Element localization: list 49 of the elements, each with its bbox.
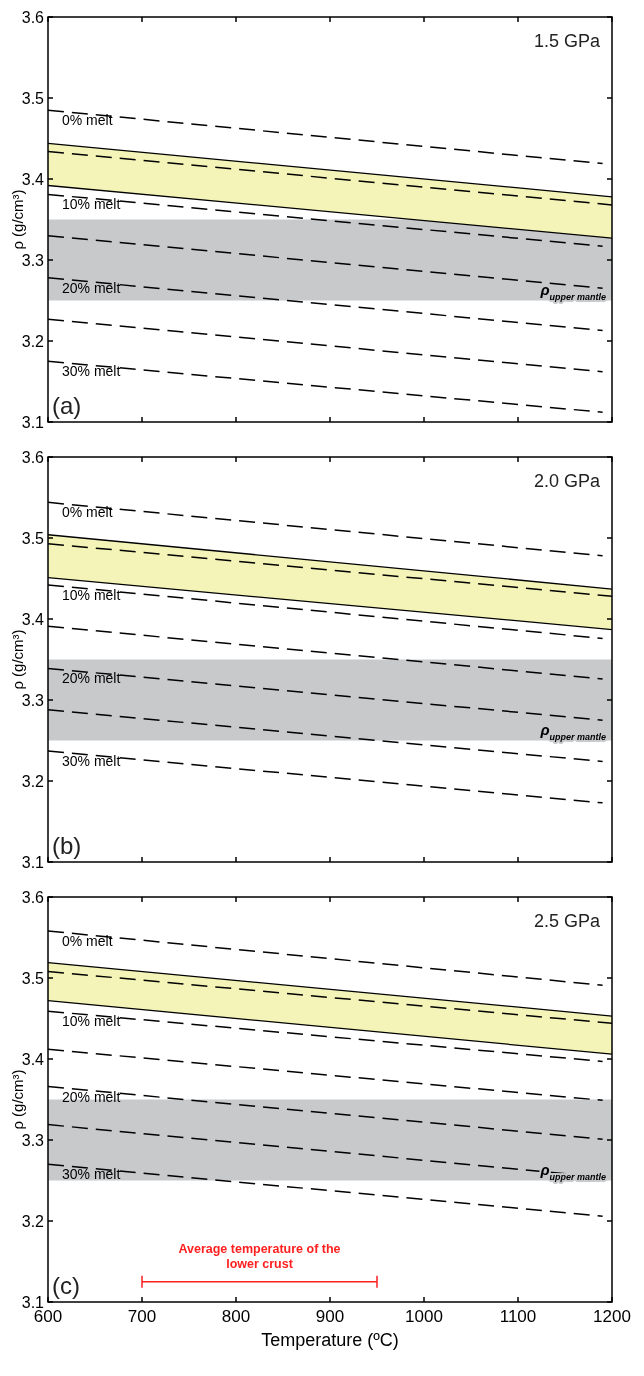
- series-label: 20% melt: [62, 670, 121, 687]
- x-tick-label: 1200: [593, 1307, 631, 1326]
- annotation: 2.0 GPa: [533, 471, 601, 491]
- y-tick-label: 3.2: [21, 1213, 45, 1230]
- series-label: 30% melt: [62, 753, 121, 770]
- annotation: (b): [52, 832, 82, 859]
- annotation: (a): [52, 392, 82, 419]
- y-tick-label: 3.1: [21, 854, 45, 871]
- y-tick-label: 3.4: [21, 1051, 45, 1068]
- annotation: 1.5 GPa: [533, 31, 601, 51]
- y-tick-label: 3.4: [21, 171, 45, 188]
- y-tick-label: 3.2: [21, 333, 45, 350]
- y-tick-label: 3.5: [21, 90, 45, 107]
- x-tick-label: 800: [221, 1307, 251, 1326]
- y-tick-label: 3.5: [21, 530, 45, 547]
- series-label: 10% melt: [62, 1013, 121, 1030]
- x-axis-title: Temperature (ºC): [261, 1330, 399, 1350]
- series-label: 20% melt: [62, 279, 121, 296]
- series-label: Average temperature of the lower crust: [178, 1241, 341, 1271]
- y-tick-label: 3.5: [21, 970, 45, 987]
- x-tick-label: 700: [127, 1307, 157, 1326]
- y-tick-label: 3.3: [21, 252, 45, 269]
- y-tick-label: 3.3: [21, 1132, 45, 1149]
- series-label: 30% melt: [62, 363, 121, 380]
- series-label: 0% melt: [62, 504, 113, 521]
- band-label: ρ$_{upper mantle}$: [539, 720, 606, 742]
- y-tick-label: 3.3: [21, 692, 45, 709]
- annotation: (c): [52, 1272, 80, 1299]
- series-label: 0% melt: [62, 112, 113, 129]
- annotation: 2.5 GPa: [533, 911, 601, 931]
- band-label: ρ$_{upper mantle}$: [539, 280, 606, 302]
- y-tick-label: 3.6: [21, 9, 45, 26]
- x-tick-label: 900: [315, 1307, 345, 1326]
- y-tick-label: 3.2: [21, 773, 45, 790]
- band-label: ρ$_{upper mantle}$: [539, 1160, 606, 1182]
- y-tick-label: 3.6: [21, 889, 45, 906]
- x-tick-label: 1000: [405, 1307, 443, 1326]
- y-tick-label: 3.1: [21, 414, 45, 431]
- y-axis-title: ρ (g/cm³): [8, 189, 26, 250]
- y-axis-title: ρ (g/cm³): [8, 629, 26, 690]
- series-label: 30% melt: [62, 1166, 121, 1183]
- y-tick-label: 3.4: [21, 611, 45, 628]
- x-tick-label: 1100: [499, 1307, 537, 1326]
- y-tick-label: 3.6: [21, 449, 45, 466]
- series-label: 10% melt: [62, 586, 121, 603]
- y-axis-title: ρ (g/cm³): [8, 1069, 26, 1130]
- series-label: 20% melt: [62, 1088, 121, 1105]
- series-label: 0% melt: [62, 933, 113, 950]
- series-label: 10% melt: [62, 196, 121, 213]
